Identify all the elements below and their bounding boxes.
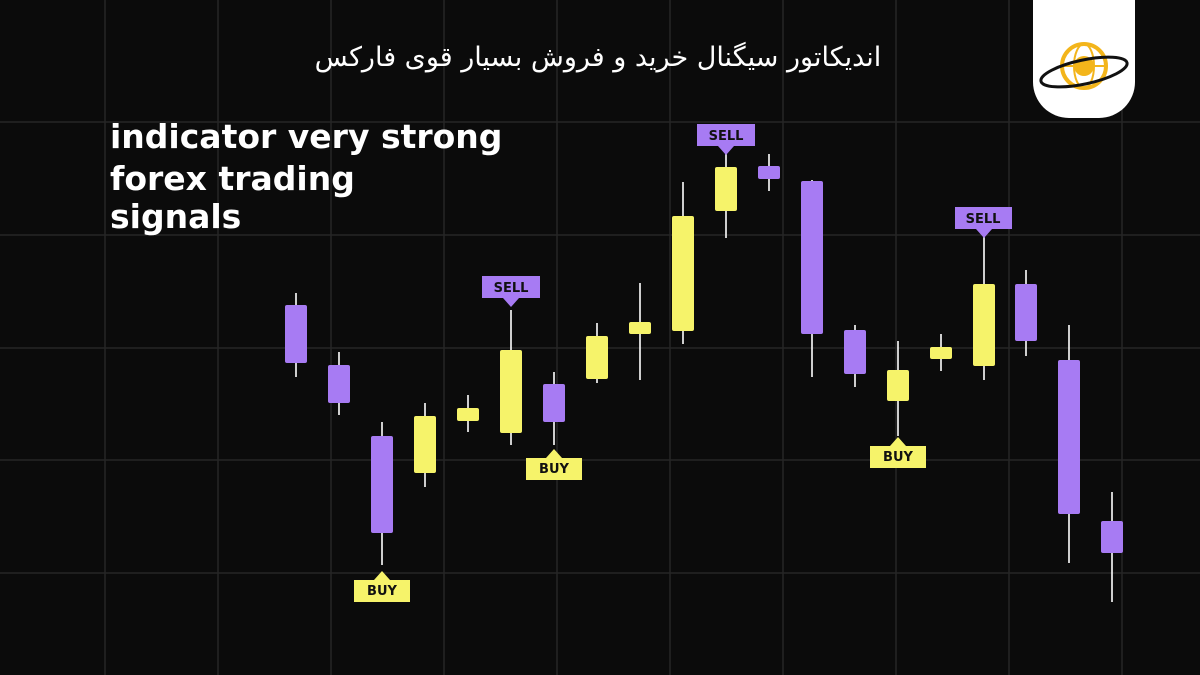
sell-tag xyxy=(955,207,1012,238)
candle-body xyxy=(500,350,522,433)
candle-body xyxy=(285,305,307,363)
candle-body xyxy=(457,408,479,421)
candle-body xyxy=(930,347,952,359)
candle-body xyxy=(887,370,909,401)
headline-line: signals xyxy=(110,197,241,236)
buy-tag xyxy=(870,437,926,468)
candle-body xyxy=(414,416,436,473)
candle-body xyxy=(543,384,565,422)
sell-tag xyxy=(697,124,755,155)
signals: BUY SELL BUY SELL BUY SELL xyxy=(354,124,1012,602)
title: اندیکاتور سیگنال خرید و فروش بسیار قوی ف… xyxy=(315,41,882,73)
signal-label: BUY xyxy=(539,462,569,477)
sell-tag xyxy=(482,276,540,307)
signal-label: SELL xyxy=(966,212,1001,227)
shape xyxy=(1039,55,1129,89)
candle-body xyxy=(328,365,350,403)
candle-body xyxy=(586,336,608,379)
signal-label: SELL xyxy=(709,129,744,144)
candle-body xyxy=(1015,284,1037,341)
candle-body xyxy=(715,167,737,211)
candle-body xyxy=(672,216,694,331)
candle-body xyxy=(1058,360,1080,514)
logo xyxy=(1033,0,1135,118)
buy-tag xyxy=(354,571,410,602)
candle-body xyxy=(801,181,823,334)
candle-body xyxy=(844,330,866,374)
signal-label: BUY xyxy=(883,450,913,465)
candle-body xyxy=(1101,521,1123,553)
candle-body xyxy=(973,284,995,366)
candles xyxy=(285,150,1123,602)
candle-body xyxy=(629,322,651,334)
candle-body xyxy=(758,166,780,179)
candle-body xyxy=(371,436,393,533)
headline-line: forex trading xyxy=(110,159,355,198)
signal-label: BUY xyxy=(367,584,397,599)
headline-line: indicator very strong xyxy=(110,117,502,156)
signal-label: SELL xyxy=(494,281,529,296)
buy-tag xyxy=(526,449,582,480)
